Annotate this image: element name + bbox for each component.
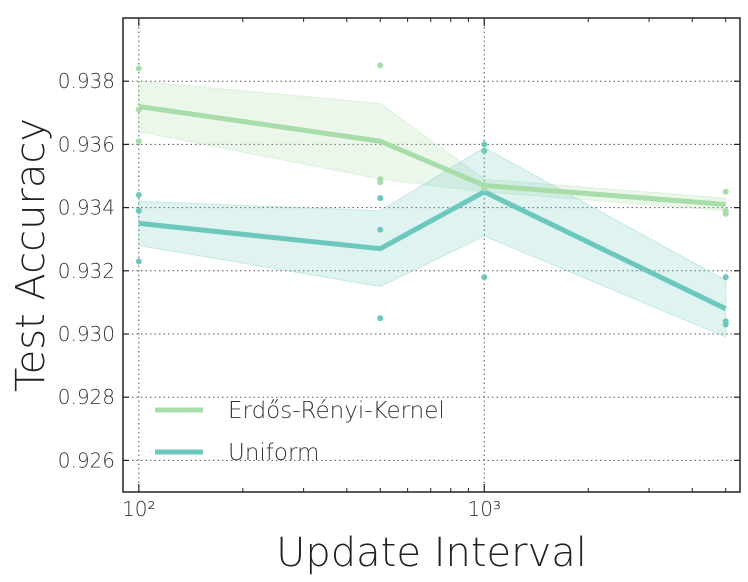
data-point bbox=[481, 185, 488, 192]
y-tick-label: 0.934 bbox=[58, 196, 115, 220]
data-point bbox=[135, 191, 142, 198]
y-tick-label: 0.926 bbox=[58, 448, 115, 472]
data-point bbox=[722, 188, 729, 195]
series-line bbox=[138, 189, 727, 311]
x-tick-label: 10² bbox=[122, 497, 155, 521]
data-point bbox=[481, 147, 488, 154]
y-tick-label: 0.938 bbox=[58, 69, 115, 93]
series-lines bbox=[138, 104, 727, 311]
data-point bbox=[481, 274, 488, 281]
data-point bbox=[135, 258, 142, 265]
data-point bbox=[722, 321, 729, 328]
data-point bbox=[135, 138, 142, 145]
data-points bbox=[135, 62, 729, 328]
legend-label: Uniform bbox=[228, 440, 319, 466]
axis-ticks: 0.926 0.928 0.930 0.932 0.934 0.936 0.938 10² 10… bbox=[58, 18, 740, 521]
data-point bbox=[377, 315, 384, 322]
legend: Erdős-Rényi-Kernel Uniform bbox=[155, 398, 445, 466]
data-point bbox=[481, 141, 488, 148]
data-point bbox=[377, 179, 384, 186]
data-point bbox=[722, 274, 729, 281]
y-axis-title: Test Accuracy bbox=[8, 118, 54, 392]
y-tick-label: 0.928 bbox=[58, 385, 115, 409]
data-point bbox=[135, 106, 142, 113]
data-point bbox=[377, 62, 384, 69]
data-point bbox=[135, 207, 142, 214]
y-tick-label: 0.936 bbox=[58, 132, 115, 156]
series-line bbox=[138, 104, 726, 207]
confidence-band bbox=[138, 146, 727, 338]
x-tick-label: 10³ bbox=[468, 497, 501, 521]
data-point bbox=[377, 226, 384, 233]
grid bbox=[123, 18, 740, 492]
data-point bbox=[135, 65, 142, 72]
data-point bbox=[377, 195, 384, 202]
legend-label: Erdős-Rényi-Kernel bbox=[228, 398, 445, 424]
x-axis-title: Update Interval bbox=[276, 530, 587, 576]
plot-frame bbox=[122, 17, 741, 493]
y-tick-label: 0.930 bbox=[58, 322, 115, 346]
data-point bbox=[722, 210, 729, 217]
y-tick-label: 0.932 bbox=[58, 259, 115, 283]
